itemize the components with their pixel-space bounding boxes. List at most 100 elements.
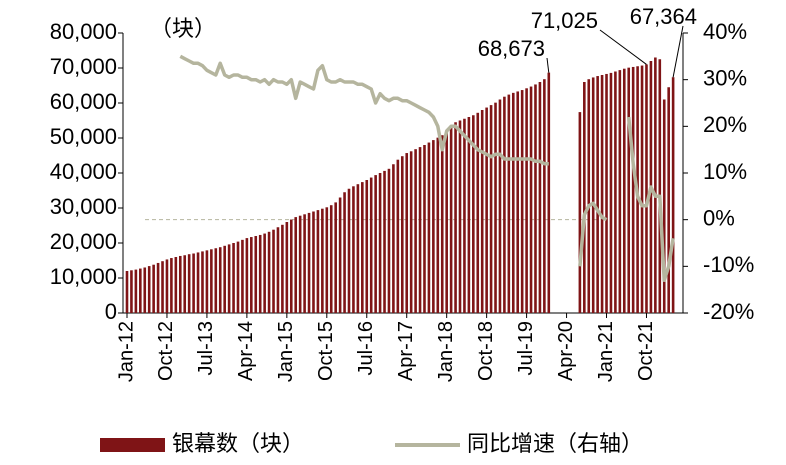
bar [511,92,515,313]
bar [321,208,324,313]
bar [125,271,129,313]
bar [254,236,258,313]
bar [183,255,187,313]
bar [467,117,471,313]
x-tick-label: Jul-19 [515,321,537,375]
bar [480,110,484,313]
leader-line [672,25,684,78]
bar [498,99,502,313]
bar [472,115,475,313]
bar [587,79,591,313]
bar [134,269,138,313]
bar [654,57,657,313]
bar [285,222,289,313]
bar [596,76,599,313]
bar [272,229,275,313]
x-tick-label: Jan-15 [275,321,297,382]
leader-line [599,29,647,65]
x-tick-label: Jan-21 [595,321,617,382]
y2-tick-label: -10% [703,252,754,277]
bar [476,112,480,313]
bar [432,140,435,313]
bar [418,147,422,313]
y-tick-label: 50,000 [50,124,117,149]
bar [489,105,493,313]
line [179,54,675,283]
bar [316,210,320,313]
bar [267,231,271,313]
bar [534,84,537,313]
bar [147,266,151,313]
y-tick-label: 60,000 [50,89,117,114]
bar [236,241,240,313]
legend-label: 银幕数（块） [172,431,304,456]
bar [369,177,373,313]
bar [671,77,675,313]
y-tick-label: 80,000 [50,19,117,44]
bar [520,90,524,313]
bar [263,233,266,313]
bar [325,207,329,313]
bar [174,257,178,313]
bar [178,255,182,313]
x-tick-label: Apr-14 [235,321,257,381]
x-tick-label: Jan-12 [115,321,137,382]
bar [227,244,231,313]
x-tick-label: Apr-17 [395,321,417,381]
bar [440,135,444,313]
y-tick-label: 70,000 [50,54,117,79]
bar [614,71,617,313]
y-tick-label: 0 [105,299,117,324]
bar [538,82,542,313]
y-tick-label: 30,000 [50,194,117,219]
bar [276,227,280,313]
bar [289,219,293,313]
y2-tick-label: 30% [703,65,747,90]
bar [361,182,364,313]
bar [245,238,249,313]
data-label: 67,364 [630,4,697,29]
y2-tick-label: 20% [703,112,747,137]
bar [640,65,644,313]
bar [303,214,306,313]
x-tick-label: Oct-21 [635,321,657,381]
bar [187,254,191,313]
bar [365,180,369,313]
bar [374,175,377,313]
bar [281,224,284,313]
x-tick-label: Oct-12 [155,321,177,381]
y2-tick-label: 0% [703,205,735,230]
bar [170,258,173,313]
bar [165,259,169,313]
bar [529,86,533,313]
bar [223,245,226,313]
legend-label: 同比增速（右轴） [467,431,643,456]
bar [241,239,244,313]
bar [392,164,395,313]
legend-swatch [100,438,165,452]
bar [130,270,133,313]
bar [352,186,355,313]
bar [458,120,462,313]
x-tick-label: Apr-20 [555,321,577,381]
bar [210,249,213,313]
bar [605,73,608,313]
bar [449,125,453,313]
bar [609,72,613,314]
bar [143,267,147,313]
y-tick-label: 10,000 [50,264,117,289]
data-label: 71,025 [531,8,598,33]
bar [618,70,622,313]
bar [152,264,155,313]
bar [258,234,262,313]
bar [378,173,382,313]
bar [463,118,466,313]
bar [347,188,351,313]
bar [307,212,311,313]
bar [343,192,346,313]
leader-line [546,57,550,73]
bar [218,247,222,313]
bar [400,156,404,313]
bar [205,250,209,313]
